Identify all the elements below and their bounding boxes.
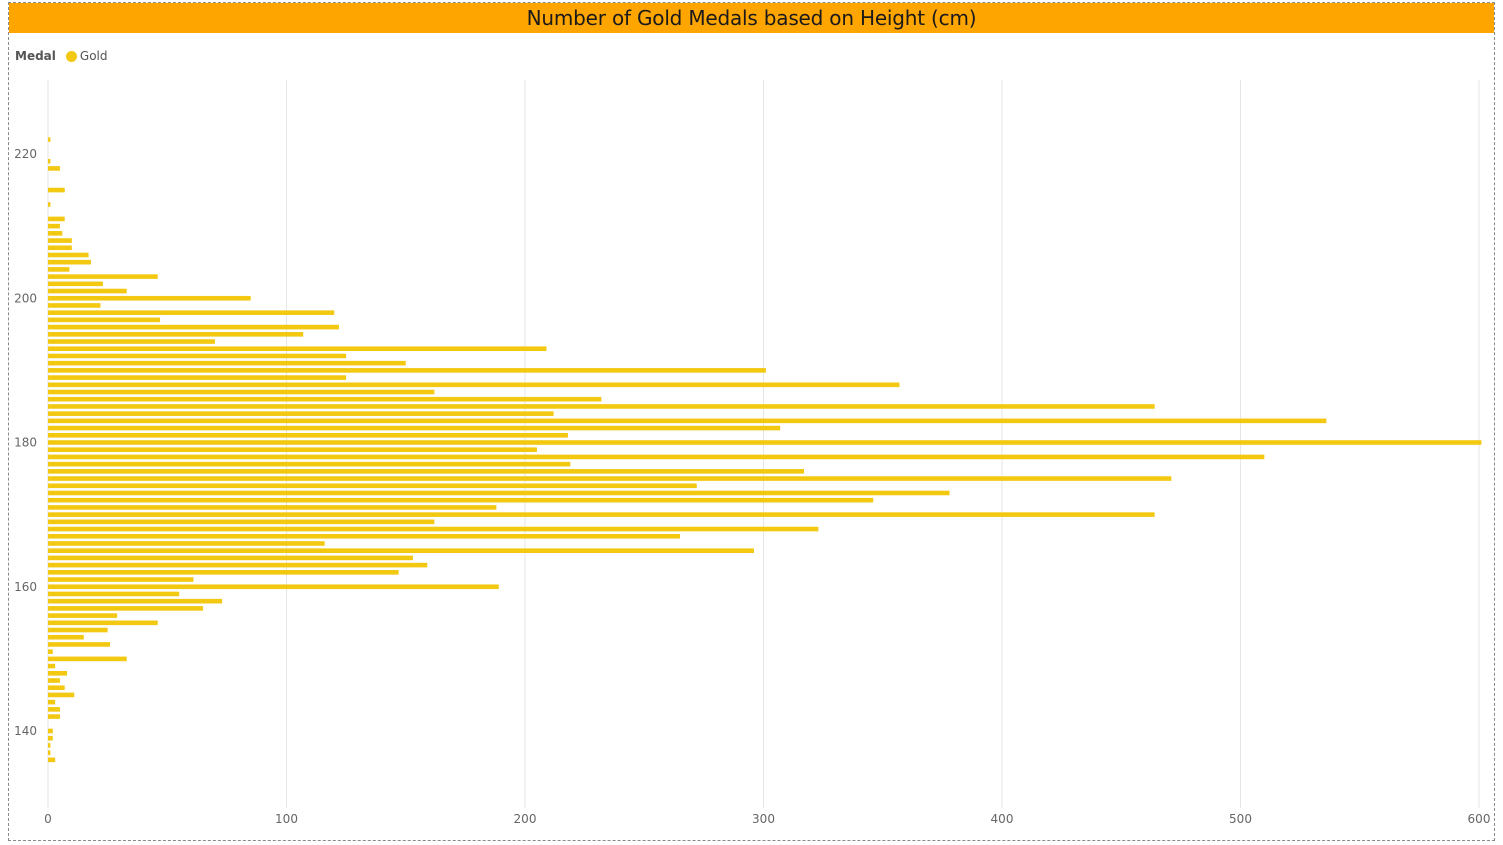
bar[interactable]	[48, 418, 1327, 424]
bar[interactable]	[48, 216, 65, 222]
legend-swatch-gold	[65, 50, 77, 62]
x-tick-label: 400	[991, 812, 1014, 826]
bar[interactable]	[48, 634, 84, 640]
y-tick-label: 140	[14, 724, 37, 738]
bar[interactable]	[48, 642, 111, 647]
bar[interactable]	[48, 620, 158, 626]
bar[interactable]	[48, 613, 118, 618]
bar[interactable]	[48, 526, 819, 532]
bar[interactable]	[48, 158, 51, 164]
bar[interactable]	[48, 483, 697, 489]
bar[interactable]	[48, 728, 53, 734]
bar[interactable]	[48, 577, 194, 582]
bar[interactable]	[48, 166, 60, 171]
bar[interactable]	[48, 187, 65, 193]
bar[interactable]	[48, 411, 554, 416]
bar[interactable]	[48, 663, 56, 669]
bar[interactable]	[48, 692, 75, 698]
y-tick-label: 180	[14, 436, 37, 450]
bar[interactable]	[48, 562, 428, 568]
x-tick-label: 200	[514, 812, 537, 826]
bar[interactable]	[48, 685, 65, 691]
bar[interactable]	[48, 396, 602, 402]
bar[interactable]	[48, 202, 51, 207]
bar[interactable]	[48, 671, 68, 676]
bar[interactable]	[48, 454, 1265, 460]
bar[interactable]	[48, 714, 60, 719]
bar[interactable]	[48, 223, 60, 229]
bar[interactable]	[48, 548, 754, 553]
bar[interactable]	[48, 735, 53, 741]
bar[interactable]	[48, 469, 805, 474]
y-tick-label: 160	[14, 580, 37, 594]
bar[interactable]	[48, 440, 1482, 445]
bar[interactable]	[48, 555, 413, 561]
bar[interactable]	[48, 570, 399, 575]
bar[interactable]	[48, 375, 347, 380]
bar[interactable]	[48, 310, 335, 315]
bar[interactable]	[48, 389, 435, 395]
x-tick-label: 600	[1468, 812, 1491, 826]
bar[interactable]	[48, 490, 950, 496]
y-tick-label: 220	[14, 147, 37, 161]
bar[interactable]	[48, 404, 1155, 409]
bar[interactable]	[48, 295, 251, 301]
x-tick-label: 0	[44, 812, 52, 826]
bar[interactable]	[48, 519, 435, 525]
chart-legend[interactable]: Medal Gold	[15, 47, 107, 65]
bar[interactable]	[48, 274, 158, 279]
bar[interactable]	[48, 591, 180, 597]
legend-title: Medal	[15, 49, 56, 63]
bar[interactable]	[48, 627, 108, 633]
bar[interactable]	[48, 332, 304, 337]
bar[interactable]	[48, 750, 51, 755]
bar[interactable]	[48, 656, 127, 662]
bar[interactable]	[48, 238, 72, 243]
bar[interactable]	[48, 267, 70, 272]
bar[interactable]	[48, 533, 681, 539]
bar[interactable]	[48, 259, 91, 265]
bar[interactable]	[48, 505, 497, 510]
bar[interactable]	[48, 598, 223, 604]
bar[interactable]	[48, 252, 89, 258]
x-tick-label: 300	[752, 812, 775, 826]
bar[interactable]	[48, 324, 339, 330]
bar[interactable]	[48, 447, 537, 453]
bar[interactable]	[48, 432, 568, 438]
bar[interactable]	[48, 245, 72, 251]
y-tick-label: 200	[14, 291, 37, 305]
bar[interactable]	[48, 512, 1155, 517]
bar[interactable]	[48, 541, 325, 546]
chart-title-bar: Number of Gold Medals based on Height (c…	[9, 3, 1494, 33]
bar[interactable]	[48, 346, 547, 352]
bar[interactable]	[48, 743, 51, 748]
bar[interactable]	[48, 353, 347, 359]
chart-title: Number of Gold Medals based on Height (c…	[526, 6, 977, 30]
legend-item-gold[interactable]: Gold	[79, 49, 108, 63]
x-tick-label: 500	[1229, 812, 1252, 826]
bar[interactable]	[48, 339, 215, 344]
bar[interactable]	[48, 461, 571, 467]
bar[interactable]	[48, 678, 60, 683]
bar[interactable]	[48, 584, 499, 590]
bar[interactable]	[48, 707, 60, 712]
bar[interactable]	[48, 231, 63, 236]
bar[interactable]	[48, 137, 51, 142]
bar[interactable]	[48, 281, 103, 287]
bar[interactable]	[48, 606, 204, 611]
bar[interactable]	[48, 425, 781, 431]
bar[interactable]	[48, 303, 101, 308]
bar[interactable]	[48, 497, 874, 503]
bar[interactable]	[48, 382, 900, 388]
bar[interactable]	[48, 476, 1172, 481]
bar[interactable]	[48, 368, 766, 373]
x-tick-label: 100	[275, 812, 298, 826]
bar[interactable]	[48, 699, 56, 705]
bar[interactable]	[48, 757, 56, 763]
bar[interactable]	[48, 360, 406, 366]
bar[interactable]	[48, 317, 161, 323]
bar[interactable]	[48, 649, 53, 654]
bar[interactable]	[48, 288, 127, 294]
